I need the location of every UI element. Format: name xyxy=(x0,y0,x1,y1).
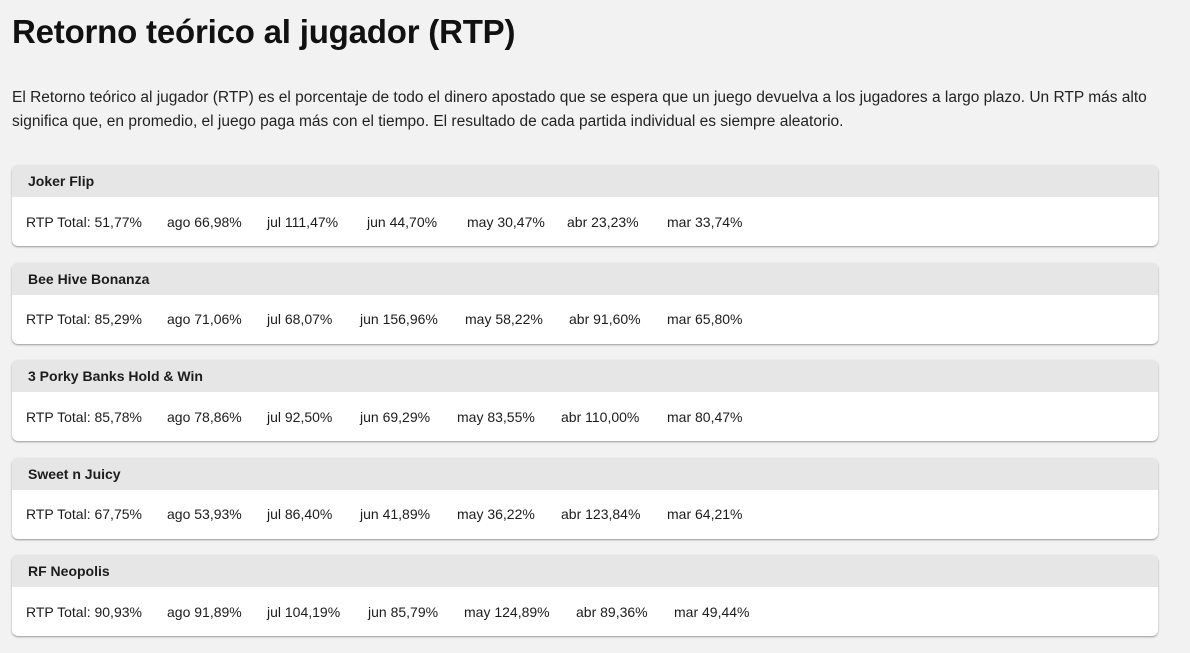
rtp-month-may: may 36,22% xyxy=(457,506,535,522)
game-name: Bee Hive Bonanza xyxy=(12,262,1158,295)
game-card-joker-flip: Joker Flip RTP Total: 51,77% ago 66,98% … xyxy=(12,165,1158,246)
game-name: Joker Flip xyxy=(12,165,1158,197)
rtp-total: RTP Total: 85,78% xyxy=(26,408,142,425)
game-name: 3 Porky Banks Hold & Win xyxy=(12,360,1158,392)
rtp-month-ago: ago 91,89% xyxy=(167,603,242,620)
rtp-month-abr: abr 23,23% xyxy=(567,213,639,230)
rtp-total: RTP Total: 85,29% xyxy=(26,311,142,327)
rtp-month-abr: abr 91,60% xyxy=(569,311,641,327)
games-list: Joker Flip RTP Total: 51,77% ago 66,98% … xyxy=(12,165,1158,653)
rtp-month-jun: jun 156,96% xyxy=(360,311,438,327)
game-rtp-row: RTP Total: 90,93% ago 91,89% jul 104,19%… xyxy=(12,587,1158,636)
rtp-month-abr: abr 89,36% xyxy=(576,603,648,620)
rtp-month-jul: jul 104,19% xyxy=(267,603,341,620)
rtp-month-may: may 83,55% xyxy=(457,408,535,425)
rtp-month-jul: jul 86,40% xyxy=(267,506,333,522)
game-card-rf-neopolis: RF Neopolis RTP Total: 90,93% ago 91,89%… xyxy=(12,555,1158,636)
rtp-month-mar: mar 65,80% xyxy=(667,311,743,327)
rtp-month-may: may 58,22% xyxy=(465,311,543,327)
rtp-month-abr: abr 110,00% xyxy=(561,408,640,425)
rtp-month-may: may 124,89% xyxy=(464,603,550,620)
rtp-month-mar: mar 33,74% xyxy=(667,213,743,230)
rtp-month-jun: jun 85,79% xyxy=(368,603,439,620)
rtp-month-abr: abr 123,84% xyxy=(561,506,641,522)
game-rtp-row: RTP Total: 51,77% ago 66,98% jul 111,47%… xyxy=(12,197,1158,246)
rtp-month-ago: ago 71,06% xyxy=(167,311,242,327)
page-title: Retorno teórico al jugador (RTP) xyxy=(12,13,516,50)
rtp-month-ago: ago 66,98% xyxy=(167,213,242,230)
game-card-sweet-n-juicy: Sweet n Juicy RTP Total: 67,75% ago 53,9… xyxy=(12,457,1158,539)
game-rtp-row: RTP Total: 85,29% ago 71,06% jul 68,07% … xyxy=(12,295,1158,344)
rtp-month-mar: mar 80,47% xyxy=(667,408,743,425)
game-rtp-row: RTP Total: 67,75% ago 53,93% jul 86,40% … xyxy=(12,490,1158,539)
rtp-month-jul: jul 111,47% xyxy=(267,213,339,230)
game-card-3-porky-banks: 3 Porky Banks Hold & Win RTP Total: 85,7… xyxy=(12,360,1158,441)
game-card-bee-hive-bonanza: Bee Hive Bonanza RTP Total: 85,29% ago 7… xyxy=(12,262,1158,344)
rtp-month-jun: jun 44,70% xyxy=(367,213,438,230)
game-name: Sweet n Juicy xyxy=(12,457,1158,490)
rtp-month-may: may 30,47% xyxy=(467,213,545,230)
intro-text: El Retorno teórico al jugador (RTP) es e… xyxy=(12,89,1147,130)
rtp-total: RTP Total: 90,93% xyxy=(26,603,142,620)
game-name: RF Neopolis xyxy=(12,555,1158,587)
rtp-month-mar: mar 64,21% xyxy=(667,506,743,522)
game-rtp-row: RTP Total: 85,78% ago 78,86% jul 92,50% … xyxy=(12,392,1158,441)
rtp-month-jul: jul 92,50% xyxy=(267,408,333,425)
rtp-total: RTP Total: 67,75% xyxy=(26,506,142,522)
rtp-total: RTP Total: 51,77% xyxy=(26,213,142,230)
rtp-month-jul: jul 68,07% xyxy=(267,311,333,327)
rtp-month-ago: ago 53,93% xyxy=(167,506,242,522)
rtp-month-mar: mar 49,44% xyxy=(674,603,750,620)
rtp-month-jun: jun 41,89% xyxy=(360,506,431,522)
rtp-month-ago: ago 78,86% xyxy=(167,408,242,425)
rtp-month-jun: jun 69,29% xyxy=(360,408,431,425)
